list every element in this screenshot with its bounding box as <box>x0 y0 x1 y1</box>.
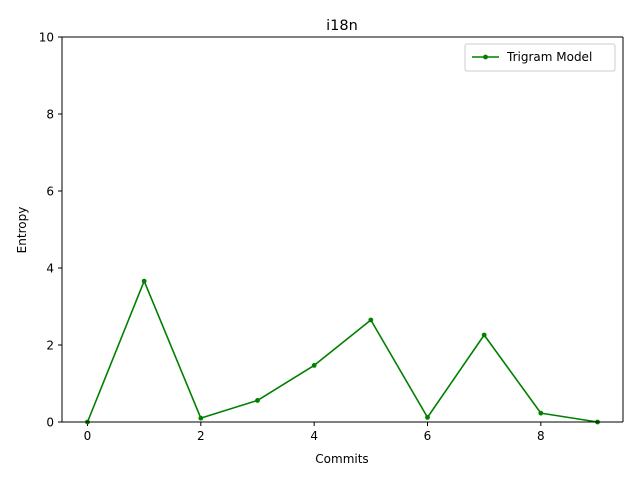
axes-frame <box>61 36 624 423</box>
data-point <box>481 332 487 338</box>
x-axis-ticks: 0 2 4 6 8 <box>84 422 545 443</box>
legend-box <box>464 43 616 72</box>
series-line <box>86 280 598 423</box>
chart-title: i18n <box>326 18 358 34</box>
series-layer <box>85 278 600 425</box>
y-tick-label: 4 <box>46 262 54 276</box>
y-axis-ticks: 0 2 4 6 8 10 <box>39 31 62 430</box>
data-point <box>538 410 544 416</box>
x-tick-label: 8 <box>537 429 545 443</box>
y-tick-label: 6 <box>46 185 54 199</box>
x-tick-label: 2 <box>197 429 205 443</box>
data-point <box>311 363 317 368</box>
data-point <box>198 415 204 421</box>
data-point <box>255 398 260 403</box>
data-point <box>425 414 430 420</box>
legend: Trigram Model <box>464 43 616 72</box>
x-tick-label: 6 <box>424 429 432 443</box>
legend-label: Trigram Model <box>506 50 592 64</box>
x-tick-label: 4 <box>310 429 318 443</box>
y-tick-label: 10 <box>39 31 54 45</box>
plot-area <box>62 37 623 422</box>
y-tick-label: 0 <box>46 416 54 430</box>
data-point <box>141 278 147 284</box>
y-tick-label: 2 <box>46 339 54 353</box>
legend-marker-sample <box>483 54 488 60</box>
x-axis-label: Commits <box>315 452 368 466</box>
data-point <box>368 317 374 323</box>
y-tick-label: 8 <box>46 108 54 122</box>
y-axis-label: Entropy <box>15 207 29 254</box>
x-tick-label: 0 <box>84 429 92 443</box>
